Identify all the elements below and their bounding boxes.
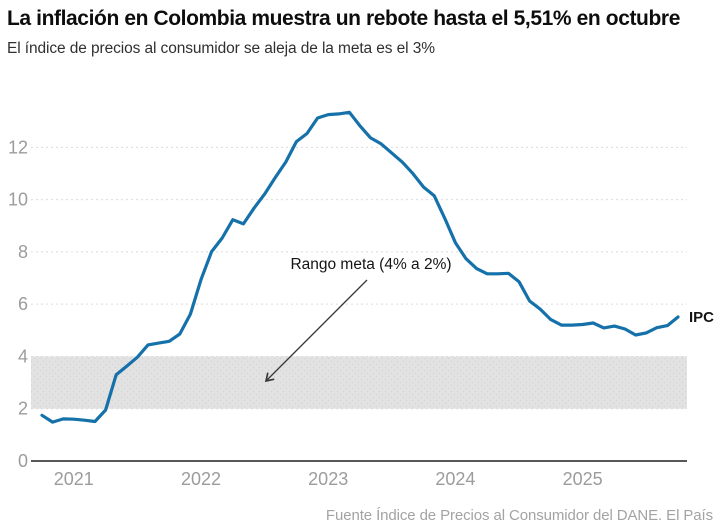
- page-title: La inflación en Colombia muestra un rebo…: [7, 7, 680, 30]
- y-tick-label-2: 2: [18, 399, 28, 419]
- page-subtitle: El índice de precios al consumidor se al…: [7, 39, 435, 57]
- y-tick-label-6: 6: [18, 294, 28, 314]
- annotation-arrow: [264, 279, 368, 383]
- series-end-label: IPC: [689, 309, 714, 326]
- target-range-band: [31, 356, 687, 409]
- x-tick-label-2021: 2021: [54, 469, 94, 489]
- y-tick-label-10: 10: [8, 190, 28, 210]
- line-chart-canvas: 0 2 4 6 8 10 12 2021 2022 2023 2024 2025 Rango meta …: [8, 110, 714, 489]
- target-range-annotation: Rango meta (4% a 2%): [290, 256, 451, 273]
- inflation-chart: 0 2 4 6 8 10 12 2021 2022 2023 2024 2025 Rango meta …: [0, 96, 720, 508]
- x-tick-label-2022: 2022: [181, 469, 221, 489]
- source-note: Fuente Índice de Precios al Consumidor d…: [325, 507, 713, 524]
- x-tick-label-2024: 2024: [435, 469, 475, 489]
- y-tick-label-8: 8: [18, 242, 28, 262]
- ipc-line-series: [40, 110, 680, 424]
- y-tick-label-4: 4: [18, 346, 28, 366]
- y-tick-label-0: 0: [18, 451, 28, 471]
- y-tick-label-12: 12: [8, 137, 28, 157]
- x-tick-label-2023: 2023: [308, 469, 348, 489]
- x-tick-label-2025: 2025: [563, 469, 603, 489]
